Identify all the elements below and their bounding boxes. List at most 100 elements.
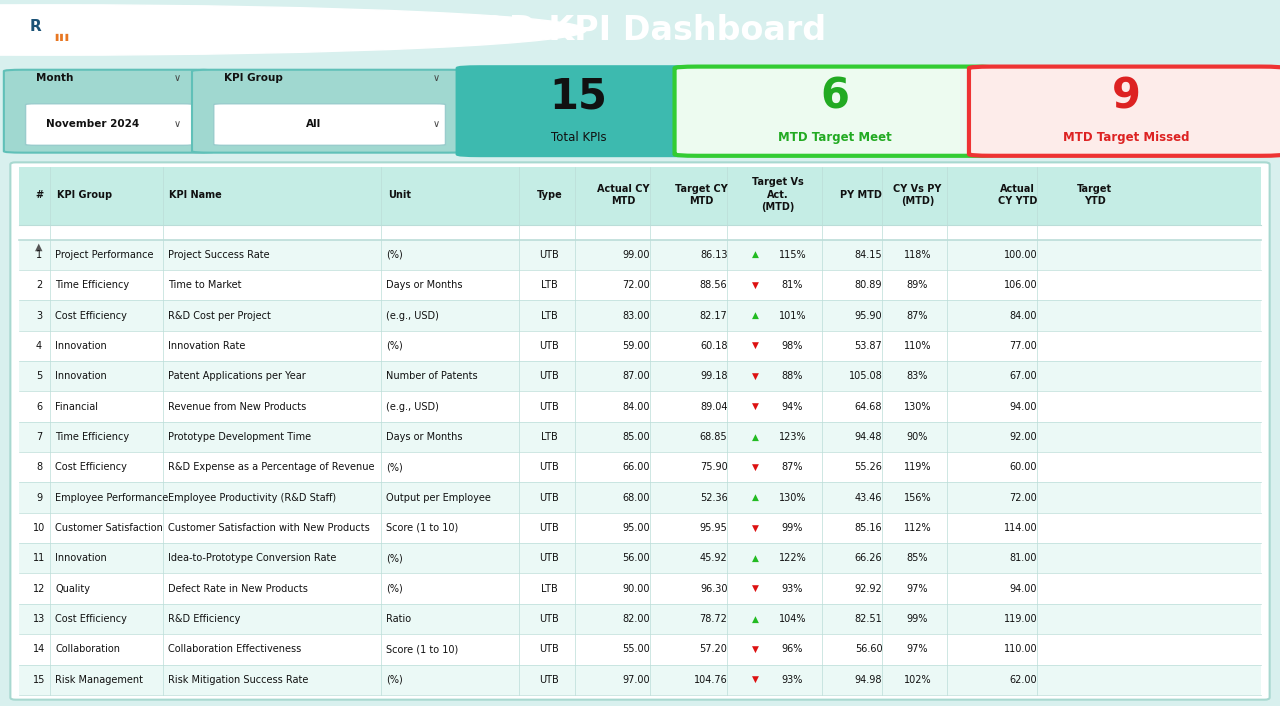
Text: 99.18: 99.18 <box>700 371 727 381</box>
Text: 3: 3 <box>36 311 42 321</box>
Text: 99.00: 99.00 <box>622 250 650 260</box>
FancyBboxPatch shape <box>675 66 996 156</box>
Text: ∨: ∨ <box>433 119 440 128</box>
Text: 56.60: 56.60 <box>855 645 882 654</box>
Text: Prototype Development Time: Prototype Development Time <box>168 432 311 442</box>
Bar <box>19 664 1261 695</box>
Text: Target CY
MTD: Target CY MTD <box>675 184 727 206</box>
Text: (e.g., USD): (e.g., USD) <box>387 311 439 321</box>
Text: R&D Efficiency: R&D Efficiency <box>168 614 241 624</box>
Text: (%): (%) <box>387 341 403 351</box>
Text: R: R <box>29 19 42 34</box>
Text: 13: 13 <box>33 614 45 624</box>
Text: 53.87: 53.87 <box>855 341 882 351</box>
Text: Target
YTD: Target YTD <box>1076 184 1112 206</box>
Text: 60.18: 60.18 <box>700 341 727 351</box>
Text: 102%: 102% <box>904 675 931 685</box>
Text: Innovation Rate: Innovation Rate <box>168 341 246 351</box>
Text: 6: 6 <box>820 76 849 118</box>
Text: Score (1 to 10): Score (1 to 10) <box>387 645 458 654</box>
Text: 94.98: 94.98 <box>855 675 882 685</box>
Text: ▼: ▼ <box>751 645 758 654</box>
Text: UTB: UTB <box>540 341 559 351</box>
Text: UTB: UTB <box>540 371 559 381</box>
Text: Total KPIs: Total KPIs <box>550 131 607 145</box>
Text: ▲: ▲ <box>751 311 758 320</box>
Text: 97.00: 97.00 <box>622 675 650 685</box>
Text: 66.26: 66.26 <box>855 554 882 563</box>
Text: (%): (%) <box>387 250 403 260</box>
Text: 11: 11 <box>33 554 45 563</box>
Text: 84.00: 84.00 <box>1010 311 1037 321</box>
Text: Idea-to-Prototype Conversion Rate: Idea-to-Prototype Conversion Rate <box>168 554 337 563</box>
Text: KPI Group: KPI Group <box>56 190 111 200</box>
Text: Time Efficiency: Time Efficiency <box>55 432 129 442</box>
Text: 52.36: 52.36 <box>700 493 727 503</box>
Bar <box>19 573 1261 604</box>
Text: ▲: ▲ <box>751 614 758 623</box>
Text: 81%: 81% <box>782 280 803 290</box>
Text: Month: Month <box>36 73 73 83</box>
Text: 59.00: 59.00 <box>622 341 650 351</box>
Text: 119%: 119% <box>904 462 931 472</box>
Text: 15: 15 <box>33 675 45 685</box>
Text: 75.90: 75.90 <box>700 462 727 472</box>
Text: 106.00: 106.00 <box>1004 280 1037 290</box>
Text: UTB: UTB <box>540 402 559 412</box>
Text: Type: Type <box>536 190 562 200</box>
Text: PY MTD: PY MTD <box>841 190 882 200</box>
Text: 77.00: 77.00 <box>1010 341 1037 351</box>
Text: 86.13: 86.13 <box>700 250 727 260</box>
Text: Innovation: Innovation <box>55 341 108 351</box>
Text: Output per Employee: Output per Employee <box>387 493 492 503</box>
Text: 57.20: 57.20 <box>700 645 727 654</box>
Text: 89.04: 89.04 <box>700 402 727 412</box>
Text: 89%: 89% <box>906 280 928 290</box>
Bar <box>19 300 1261 330</box>
Text: ▲: ▲ <box>751 493 758 502</box>
Text: ∨: ∨ <box>433 73 440 83</box>
Text: Risk Management: Risk Management <box>55 675 143 685</box>
Text: ▼: ▼ <box>751 584 758 593</box>
Text: 110.00: 110.00 <box>1004 645 1037 654</box>
Text: 95.00: 95.00 <box>622 523 650 533</box>
Text: Customer Satisfaction: Customer Satisfaction <box>55 523 164 533</box>
Text: UTB: UTB <box>540 462 559 472</box>
FancyBboxPatch shape <box>214 104 445 145</box>
Bar <box>19 452 1261 482</box>
Text: 1: 1 <box>36 250 42 260</box>
Text: Project Performance: Project Performance <box>55 250 154 260</box>
Text: ▼: ▼ <box>751 675 758 684</box>
Text: 8: 8 <box>36 462 42 472</box>
Text: 104.76: 104.76 <box>694 675 727 685</box>
Text: UTB: UTB <box>540 493 559 503</box>
Text: 68.00: 68.00 <box>622 493 650 503</box>
Text: 14: 14 <box>33 645 45 654</box>
Text: 9: 9 <box>36 493 42 503</box>
Text: CY Vs PY
(MTD): CY Vs PY (MTD) <box>893 184 942 206</box>
Text: ▲: ▲ <box>751 432 758 441</box>
Text: 43.46: 43.46 <box>855 493 882 503</box>
FancyBboxPatch shape <box>192 70 467 152</box>
Text: Cost Efficiency: Cost Efficiency <box>55 462 127 472</box>
Text: 56.00: 56.00 <box>622 554 650 563</box>
Text: (%): (%) <box>387 554 403 563</box>
Text: 82.51: 82.51 <box>855 614 882 624</box>
Text: 83.00: 83.00 <box>622 311 650 321</box>
Text: 118%: 118% <box>904 250 931 260</box>
Text: Defect Rate in New Products: Defect Rate in New Products <box>168 584 307 594</box>
Text: Number of Patents: Number of Patents <box>387 371 477 381</box>
Text: 82.17: 82.17 <box>700 311 727 321</box>
Text: 72.00: 72.00 <box>1010 493 1037 503</box>
Text: UTB: UTB <box>540 675 559 685</box>
Text: Employee Productivity (R&D Staff): Employee Productivity (R&D Staff) <box>168 493 335 503</box>
Text: 55.26: 55.26 <box>855 462 882 472</box>
Text: UTB: UTB <box>540 250 559 260</box>
Text: UTB: UTB <box>540 523 559 533</box>
Text: Collaboration Effectiveness: Collaboration Effectiveness <box>168 645 301 654</box>
Text: 110%: 110% <box>904 341 931 351</box>
Bar <box>19 543 1261 573</box>
Text: 92.92: 92.92 <box>855 584 882 594</box>
Text: 122%: 122% <box>778 554 806 563</box>
Text: 81.00: 81.00 <box>1010 554 1037 563</box>
